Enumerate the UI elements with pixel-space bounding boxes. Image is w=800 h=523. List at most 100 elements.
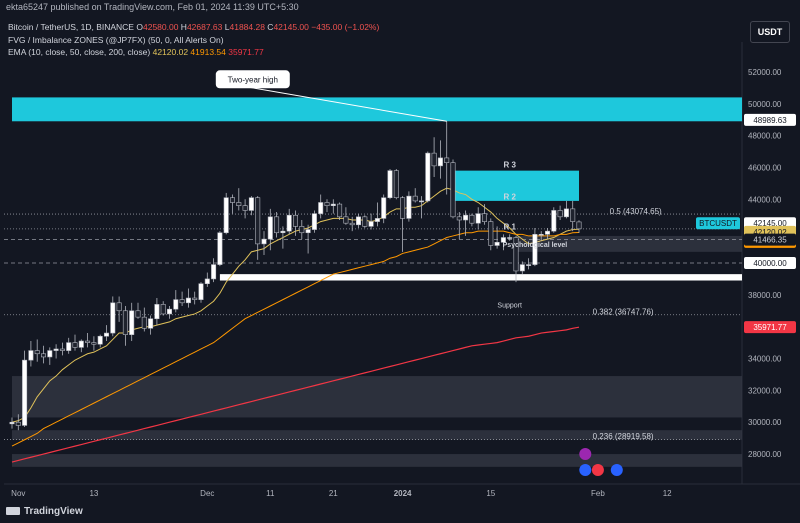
flash-event-icon [579,448,592,460]
legend-ohlc-value: 41884.28 [229,22,265,32]
legend-ohlc-value: 42687.63 [186,22,223,32]
legend-ema50-value: 41913.54 [190,47,226,57]
candle-body [374,218,380,222]
candle-body [488,221,494,246]
candle-body [129,310,135,335]
legend-ema200-value: 35971.77 [228,47,264,57]
candle-body [148,318,154,329]
price-label-box [696,217,740,230]
annotation-label: Psychological level [503,242,568,249]
candle-body [362,216,368,227]
annotation-label: Two-year high [228,75,278,84]
candle-body [431,152,437,167]
candle-body [305,229,311,234]
y-tick-label: 50000.00 [748,100,782,109]
legend-ema-row[interactable]: EMA (10, close, 50, close, 200, close) 4… [8,46,379,59]
legend-ohlc-key: O [136,22,143,32]
price-label-text: 41466.35 [753,236,787,245]
candle-body [154,304,160,320]
candle-body [381,197,387,219]
y-tick-label: 44000.00 [748,195,782,204]
candle-body [160,304,166,315]
candle-body [40,353,46,358]
candle-body [274,216,280,234]
candle-body [59,348,65,351]
candle-body [532,234,538,265]
legend-change: −435.00 (−1.02%) [311,22,380,32]
tradingview-logo[interactable]: TradingView [6,506,83,517]
us-flag-event-icon [610,464,623,476]
candle-body [104,332,110,337]
y-tick-label: 28000.00 [748,450,782,459]
candle-body [481,213,487,222]
chart-legend: Bitcoin / TetherUS, 1D, BINANCE O42580.0… [8,21,379,59]
legend-ohlc-value: 42145.00 [273,22,309,32]
candle-body [230,197,236,203]
candle-body [53,348,59,351]
candle-body [15,421,21,426]
legend-ohlc-key: C [264,22,274,32]
candle-body [343,216,349,224]
candle-body [324,202,330,206]
annotation-label: R 3 [503,160,516,169]
candle-body [393,170,399,199]
candle-body [9,421,15,425]
candle-body [400,197,406,219]
zone-grey-bottom-2 [12,454,742,467]
candle-body [179,299,185,304]
candle-body [223,197,229,234]
candle-body [242,205,248,211]
candle-body [425,152,431,202]
currency-button[interactable]: USDT [750,21,790,43]
callout-box [215,70,290,89]
candle-body [450,162,456,218]
price-label-text: 35971.77 [753,323,787,332]
candle-body [437,157,443,167]
y-tick-label: 32000.00 [748,386,782,395]
x-tick-label: 12 [663,489,672,498]
us-flag-event-icon [591,464,604,476]
candle-body [311,213,317,230]
candle-body [248,197,254,211]
y-tick-label: 38000.00 [748,291,782,300]
price-label-box [744,113,796,126]
footer: TradingView [0,500,800,523]
price-label-text: 48989.63 [753,116,787,125]
candle-body [204,278,210,284]
x-tick-label: 2024 [394,489,412,498]
candle-body [292,214,298,227]
candle-body [135,310,141,318]
y-tick-label: 34000.00 [748,355,782,364]
zone-grey-bottom-1 [12,430,742,440]
y-tick-label: 48000.00 [748,132,782,141]
legend-ema-label: EMA (10, close, 50, close, 200, close) [8,47,151,57]
legend-ohlc-key: L [222,22,230,32]
candle-body [538,234,544,236]
legend-fvg[interactable]: FVG / Imbalance ZONES (@JP7FX) (50, 0, A… [8,34,224,45]
price-label-text: 42120.02 [753,228,787,237]
legend-symbol-row: Bitcoin / TetherUS, 1D, BINANCE O42580.0… [8,21,379,34]
x-tick-label: 13 [89,489,98,498]
legend-ema10-value: 42120.02 [152,47,189,57]
candle-body [299,226,305,234]
candle-body [255,197,261,245]
candle-body [122,310,128,335]
candle-body [28,350,34,361]
x-tick-label: 15 [486,489,495,498]
candle-body [444,157,450,163]
fib-label: 0.382 (36747.76) [593,308,654,317]
candle-body [469,214,475,224]
candle-body [47,350,53,358]
fib-label: 0.5 (43074.65) [610,207,662,216]
us-flag-event-icon [579,464,592,476]
candle-body [261,238,267,245]
candle-body [463,214,469,221]
price-label-box [744,321,796,334]
price-label-text: BTCUSDT [699,219,737,228]
candle-body [211,264,217,280]
y-tick-label: 52000.00 [748,68,782,77]
candle-body [494,242,500,246]
candle-body [173,299,179,310]
candle-body [544,230,550,235]
